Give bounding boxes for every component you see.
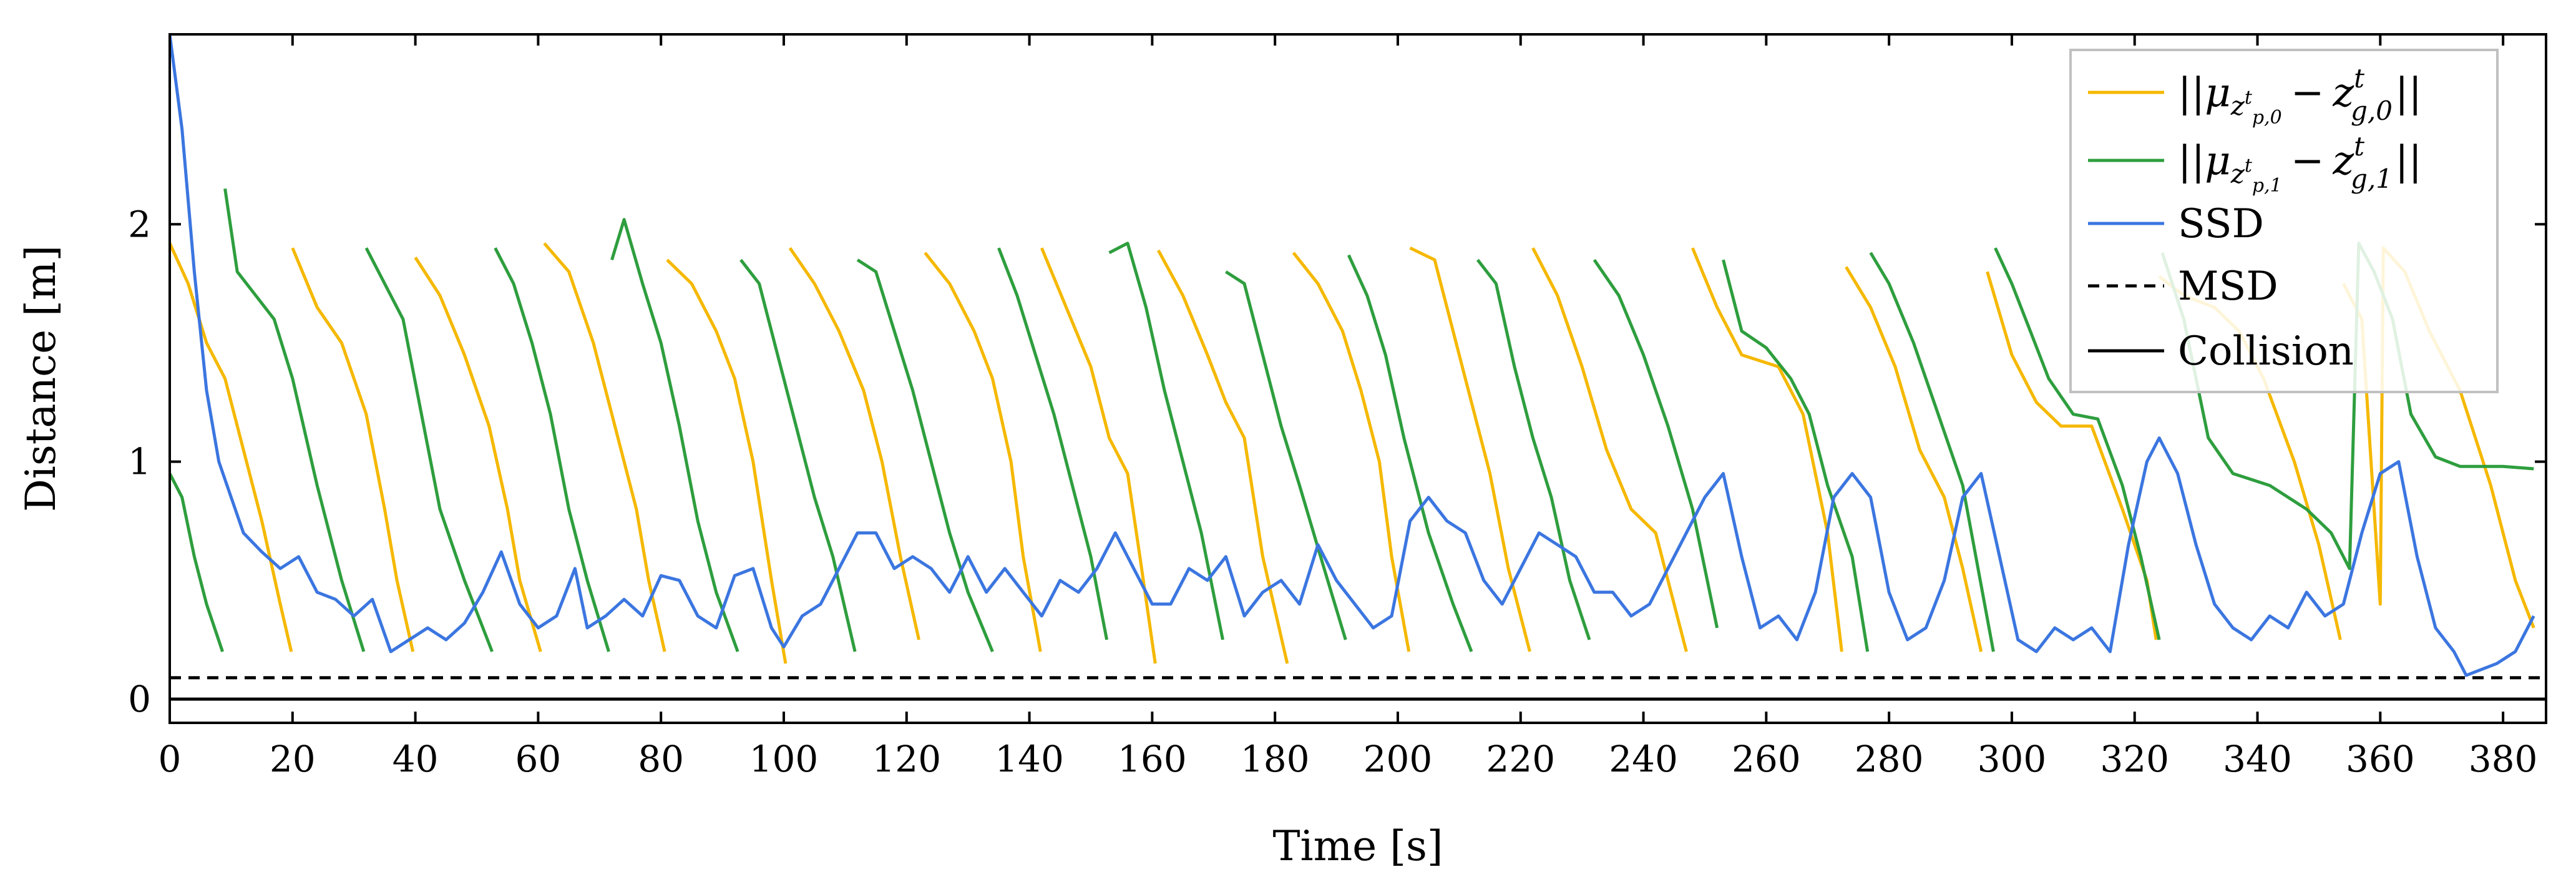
x-tick-label: 360 — [2346, 738, 2415, 780]
legend-mu: μ — [2205, 70, 2231, 116]
legend-rhs-base: z — [2332, 70, 2354, 116]
series-line-mu0-distance-seg-0 — [170, 242, 293, 652]
x-tick-label: 220 — [1486, 738, 1555, 780]
series-line-mu1-distance-seg-10 — [1347, 254, 1473, 652]
y-tick-label: 1 — [128, 441, 151, 483]
series-line-ssd — [170, 34, 2535, 677]
series-line-mu1-distance-seg-4 — [610, 218, 739, 652]
legend-sub-base: z — [2230, 91, 2245, 121]
x-tick-label: 20 — [270, 738, 316, 780]
series-line-mu0-distance-seg-1 — [291, 247, 415, 652]
legend-minus: − — [2291, 138, 2325, 184]
x-tick-label: 140 — [995, 738, 1064, 780]
x-tick-label: 340 — [2223, 738, 2292, 780]
series-line-mu0-distance-seg-8 — [1157, 249, 1289, 664]
legend-sub-sub: p,1 — [2252, 175, 2282, 197]
x-tick-label: 180 — [1241, 738, 1310, 780]
legend-sub-sup: t — [2245, 155, 2253, 177]
series-line-mu1-distance-seg-11 — [1476, 258, 1591, 640]
y-tick-label: 0 — [128, 678, 151, 720]
legend-label-collision: Collision — [2178, 328, 2354, 375]
series-line-mu1-distance-seg-15 — [1994, 247, 2161, 640]
series-line-mu0-distance-seg-3 — [543, 242, 666, 652]
x-tick-label: 160 — [1118, 738, 1187, 780]
series-line-mu0-distance-seg-6 — [924, 252, 1042, 652]
series-line-mu0-distance-seg-2 — [414, 257, 542, 652]
legend-minus: − — [2291, 70, 2325, 116]
x-axis-label: Time [s] — [1272, 822, 1443, 870]
x-tick-label: 60 — [515, 738, 561, 780]
plot-frame — [168, 33, 2547, 724]
legend-rhs-sup: t — [2354, 131, 2364, 162]
series-line-mu1-distance-seg-8 — [1108, 242, 1224, 640]
x-tick-label: 80 — [638, 738, 684, 780]
x-tick-label: 280 — [1855, 738, 1924, 780]
series-line-mu0-distance-seg-4 — [666, 258, 788, 664]
legend-sub-base: z — [2230, 159, 2245, 189]
x-tick-label: 120 — [872, 738, 941, 780]
series-line-mu1-distance-seg-0 — [170, 473, 224, 652]
series-line-mu0-distance-seg-10 — [1409, 247, 1531, 652]
series-line-mu1-distance-seg-3 — [494, 247, 610, 652]
series-line-mu1-distance-seg-7 — [997, 247, 1109, 640]
series-line-mu1-distance-seg-5 — [739, 258, 857, 652]
series-layer — [170, 34, 2546, 701]
series-line-mu0-distance-seg-13 — [1845, 266, 1983, 652]
legend-sub-sub: p,0 — [2252, 107, 2282, 129]
legend-rhs-sup: t — [2354, 63, 2364, 94]
legend-label-ssd: SSD — [2178, 201, 2264, 247]
legend-sub-sup: t — [2245, 87, 2253, 109]
series-line-mu1-distance-seg-6 — [856, 258, 994, 652]
series-line-mu0-distance-seg-5 — [788, 247, 920, 640]
x-tick-label: 200 — [1364, 738, 1433, 780]
series-line-mu1-distance-seg-14 — [1869, 252, 1995, 652]
legend-label-mu1-distance: ||μztp,1− zt g,1|| — [2178, 131, 2422, 197]
x-tick-label: 380 — [2469, 738, 2538, 780]
ticks-layer: 0 20 40 60 80 100 120 140 160 180 200 220 240 260 280 3… — [128, 34, 2546, 780]
legend-label-mu0-distance: ||μztp,0− zt g,0|| — [2178, 63, 2422, 129]
x-tick-label: 0 — [159, 738, 182, 780]
legend-rhs-base: z — [2332, 138, 2354, 184]
series-line-mu1-distance-seg-16 — [2160, 242, 2534, 571]
series-line-mu1-distance-seg-13 — [1722, 259, 1870, 652]
x-tick-label: 300 — [1978, 738, 2047, 780]
x-tick-label: 100 — [749, 738, 819, 780]
x-tick-label: 40 — [393, 738, 439, 780]
series-line-mu1-distance-seg-2 — [364, 247, 494, 652]
series-group — [170, 34, 2546, 701]
series-line-mu1-distance-seg-9 — [1225, 270, 1347, 640]
legend: ||μztp,0− zt g,0|| ||μztp,1− zt g,1|| SSD MS… — [2069, 49, 2499, 393]
legend-rhs-sub: g,1 — [2351, 164, 2393, 194]
y-axis-label: Distance [m] — [17, 245, 65, 512]
y-tick-label: 2 — [128, 203, 151, 245]
legend-rhs-sub: g,0 — [2351, 96, 2393, 126]
legend-mu: μ — [2205, 138, 2231, 184]
x-tick-label: 320 — [2100, 738, 2169, 780]
series-line-mu0-distance-seg-9 — [1292, 252, 1411, 652]
series-line-mu1-distance-seg-1 — [223, 188, 366, 652]
series-line-mu1-distance-seg-12 — [1593, 258, 1719, 629]
legend-box — [2069, 49, 2499, 393]
series-line-mu0-distance-seg-7 — [1040, 247, 1157, 664]
legend-label-msd: MSD — [2178, 263, 2278, 310]
x-tick-label: 240 — [1609, 738, 1678, 780]
x-tick-label: 260 — [1732, 738, 1801, 780]
